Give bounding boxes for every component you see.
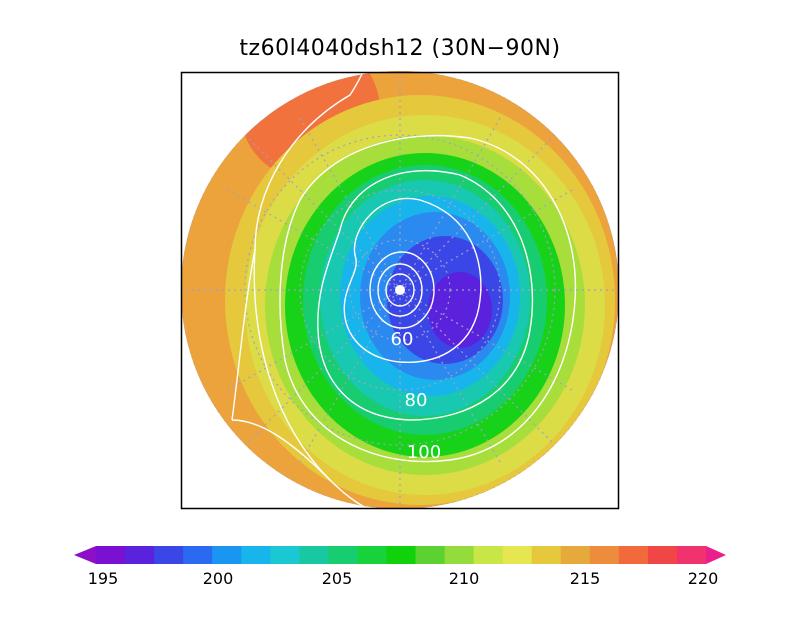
colorbar-label-200: 200	[203, 569, 234, 588]
contour-label-100: 100	[407, 442, 441, 463]
colorbar-swatch	[502, 546, 533, 564]
colorbar-swatch	[270, 546, 300, 564]
colorbar-tick-labels: 195 200 205 210 215 220	[88, 569, 719, 588]
chart-title: tz60l4040dsh12 (30N−90N)	[239, 36, 561, 61]
colorbar-label-210: 210	[449, 569, 480, 588]
colorbar-swatch	[183, 546, 213, 564]
map-frame	[180, 71, 620, 510]
colorbar-swatch	[328, 546, 358, 564]
colorbar-swatch	[96, 546, 126, 564]
colorbar-swatch	[386, 546, 417, 564]
colorbar-swatch	[154, 546, 184, 564]
colorbar-label-220: 220	[688, 569, 719, 588]
colorbar-swatch	[618, 546, 649, 564]
contour-labels: 60 80 100	[391, 329, 442, 463]
colorbar-swatch	[676, 546, 707, 564]
band-violet	[428, 272, 492, 348]
contour-label-80: 80	[405, 390, 428, 411]
colorbar-label-215: 215	[570, 569, 601, 588]
colorbar-swatch	[473, 546, 504, 564]
colorbar-swatch	[647, 546, 678, 564]
contours	[231, 71, 577, 509]
colorbar-arrow-high	[706, 546, 726, 564]
colorbar-arrow-low	[74, 546, 96, 564]
colorbar-swatch	[212, 546, 242, 564]
colorbar-swatches	[74, 546, 726, 564]
contour-label-60: 60	[391, 329, 414, 350]
colorbar-swatch	[444, 546, 475, 564]
colorbar-label-205: 205	[322, 569, 353, 588]
colorbar-swatch	[415, 546, 446, 564]
colorbar-label-195: 195	[88, 569, 119, 588]
colorbar-swatch	[299, 546, 329, 564]
colorbar-swatch	[560, 546, 591, 564]
colorbar-swatch	[125, 546, 155, 564]
colorbar-swatch	[357, 546, 387, 564]
colorbar-swatch	[241, 546, 271, 564]
colorbar-swatch	[531, 546, 562, 564]
colorbar-swatch	[589, 546, 620, 564]
pole-marker	[395, 285, 405, 295]
